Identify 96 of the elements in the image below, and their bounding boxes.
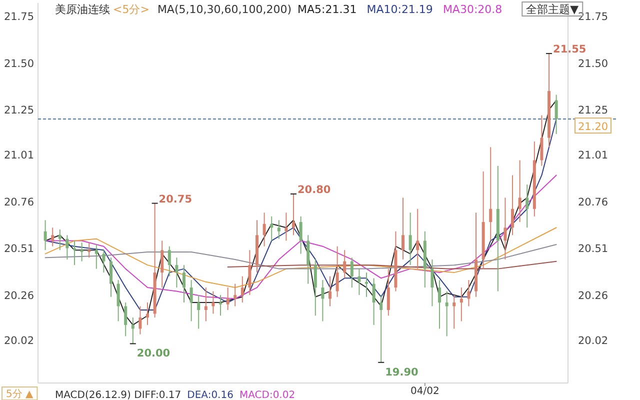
candlestick — [197, 294, 200, 330]
candlestick — [212, 290, 215, 314]
candlestick — [438, 280, 442, 330]
candlestick — [138, 306, 142, 335]
text: MACD(26.12.9) DIFF:0.17 — [55, 390, 182, 400]
annotation: 19.90 — [385, 366, 418, 378]
candlestick — [204, 287, 208, 322]
candlestick — [518, 160, 522, 223]
text: DEA:0.16 — [187, 390, 234, 400]
y2-tick-label: 20.76 — [578, 196, 608, 208]
ref-line-label: 21.20 — [578, 121, 608, 134]
text: MA10:21.19 — [366, 3, 433, 16]
candlestick — [58, 229, 62, 251]
text: 5分 ▲ — [6, 388, 34, 400]
candlestick — [175, 257, 178, 288]
text: MA5:21.31 — [298, 3, 357, 16]
candlestick — [540, 114, 544, 166]
candlestick — [358, 268, 361, 296]
candlestick — [321, 280, 324, 322]
candlestick — [116, 280, 120, 322]
candlestick — [430, 258, 434, 307]
candlestick — [219, 294, 222, 316]
candlestick — [262, 212, 266, 247]
candlestick — [467, 280, 470, 307]
annotation: 20.75 — [158, 193, 192, 206]
candlestick — [402, 197, 405, 260]
chart-subtitle: <5分> — [113, 3, 150, 16]
candlestick — [452, 294, 456, 330]
text: MA30:20.8 — [442, 3, 502, 16]
line-series — [44, 174, 557, 300]
candlestick — [445, 290, 448, 337]
candlestick — [372, 278, 376, 326]
candlestick — [80, 242, 84, 262]
candlestick — [226, 287, 230, 310]
candlestick — [314, 258, 317, 316]
annotation: MA(5,10,30,60,100,200) — [157, 3, 292, 16]
y-tick-label: 20.02 — [4, 334, 34, 347]
candlestick — [248, 250, 252, 296]
y-tick-label: 20.76 — [4, 196, 34, 208]
candlestick — [386, 268, 390, 316]
candlestick — [526, 184, 529, 228]
y-tick-label: 21.75 — [4, 11, 34, 24]
y-tick-label: 21.50 — [4, 58, 34, 70]
y2-tick-label: 21.01 — [578, 150, 608, 162]
candlestick — [73, 240, 76, 266]
y-tick-label: 20.26 — [4, 290, 34, 302]
candlestick — [182, 264, 186, 304]
candlestick — [88, 242, 91, 258]
candlestick — [94, 244, 98, 270]
line-series — [44, 244, 557, 270]
y2-tick-label: 20.02 — [578, 334, 608, 347]
candlestick — [190, 280, 193, 322]
y2-tick-label: 21.75 — [578, 11, 608, 24]
y2-tick-label: 21.50 — [578, 58, 608, 70]
x-tick-label: 04/02 — [410, 386, 440, 397]
candlestick — [234, 283, 237, 307]
y2-tick-label: 20.51 — [578, 243, 608, 256]
candlestick — [102, 250, 106, 274]
candlestick — [460, 287, 463, 322]
line-series — [227, 260, 557, 270]
candlestick — [489, 146, 492, 242]
y2-tick-label: 20.26 — [578, 290, 608, 302]
candlestick — [504, 197, 507, 260]
candlestick — [408, 212, 412, 266]
y2-tick-label: 21.25 — [578, 104, 608, 117]
y-tick-label: 21.01 — [4, 150, 34, 162]
candlestick — [554, 94, 558, 135]
candlestick — [146, 302, 150, 326]
y-tick-label: 20.51 — [4, 243, 34, 256]
candlestick — [277, 220, 280, 240]
candlestick — [365, 272, 368, 298]
candlestick — [44, 220, 47, 251]
annotation: 20.80 — [298, 184, 331, 196]
candlestick — [350, 257, 354, 288]
y-tick-label: 21.25 — [4, 104, 34, 117]
candlestick — [110, 257, 113, 298]
candlestick — [240, 276, 244, 304]
candlestick — [416, 208, 420, 270]
candlestick — [284, 212, 288, 242]
candlestick — [343, 250, 346, 279]
annotation: 21.55 — [553, 44, 586, 56]
candlestick — [160, 240, 164, 288]
candlestick — [328, 276, 332, 307]
candlestick — [299, 216, 302, 254]
candlestick — [51, 227, 54, 247]
annotation: 全部主题▼ — [526, 3, 580, 16]
candlestick — [336, 246, 339, 298]
line-series — [44, 227, 557, 288]
annotation: 20.00 — [136, 348, 170, 360]
chart-title: 美原油连续 — [55, 3, 110, 16]
candlestick — [124, 302, 128, 337]
candlestick — [511, 174, 514, 236]
text: MACD:0.02 — [239, 390, 296, 400]
candlestick — [66, 234, 69, 260]
candlestick — [168, 246, 171, 277]
candlestick — [270, 216, 274, 242]
